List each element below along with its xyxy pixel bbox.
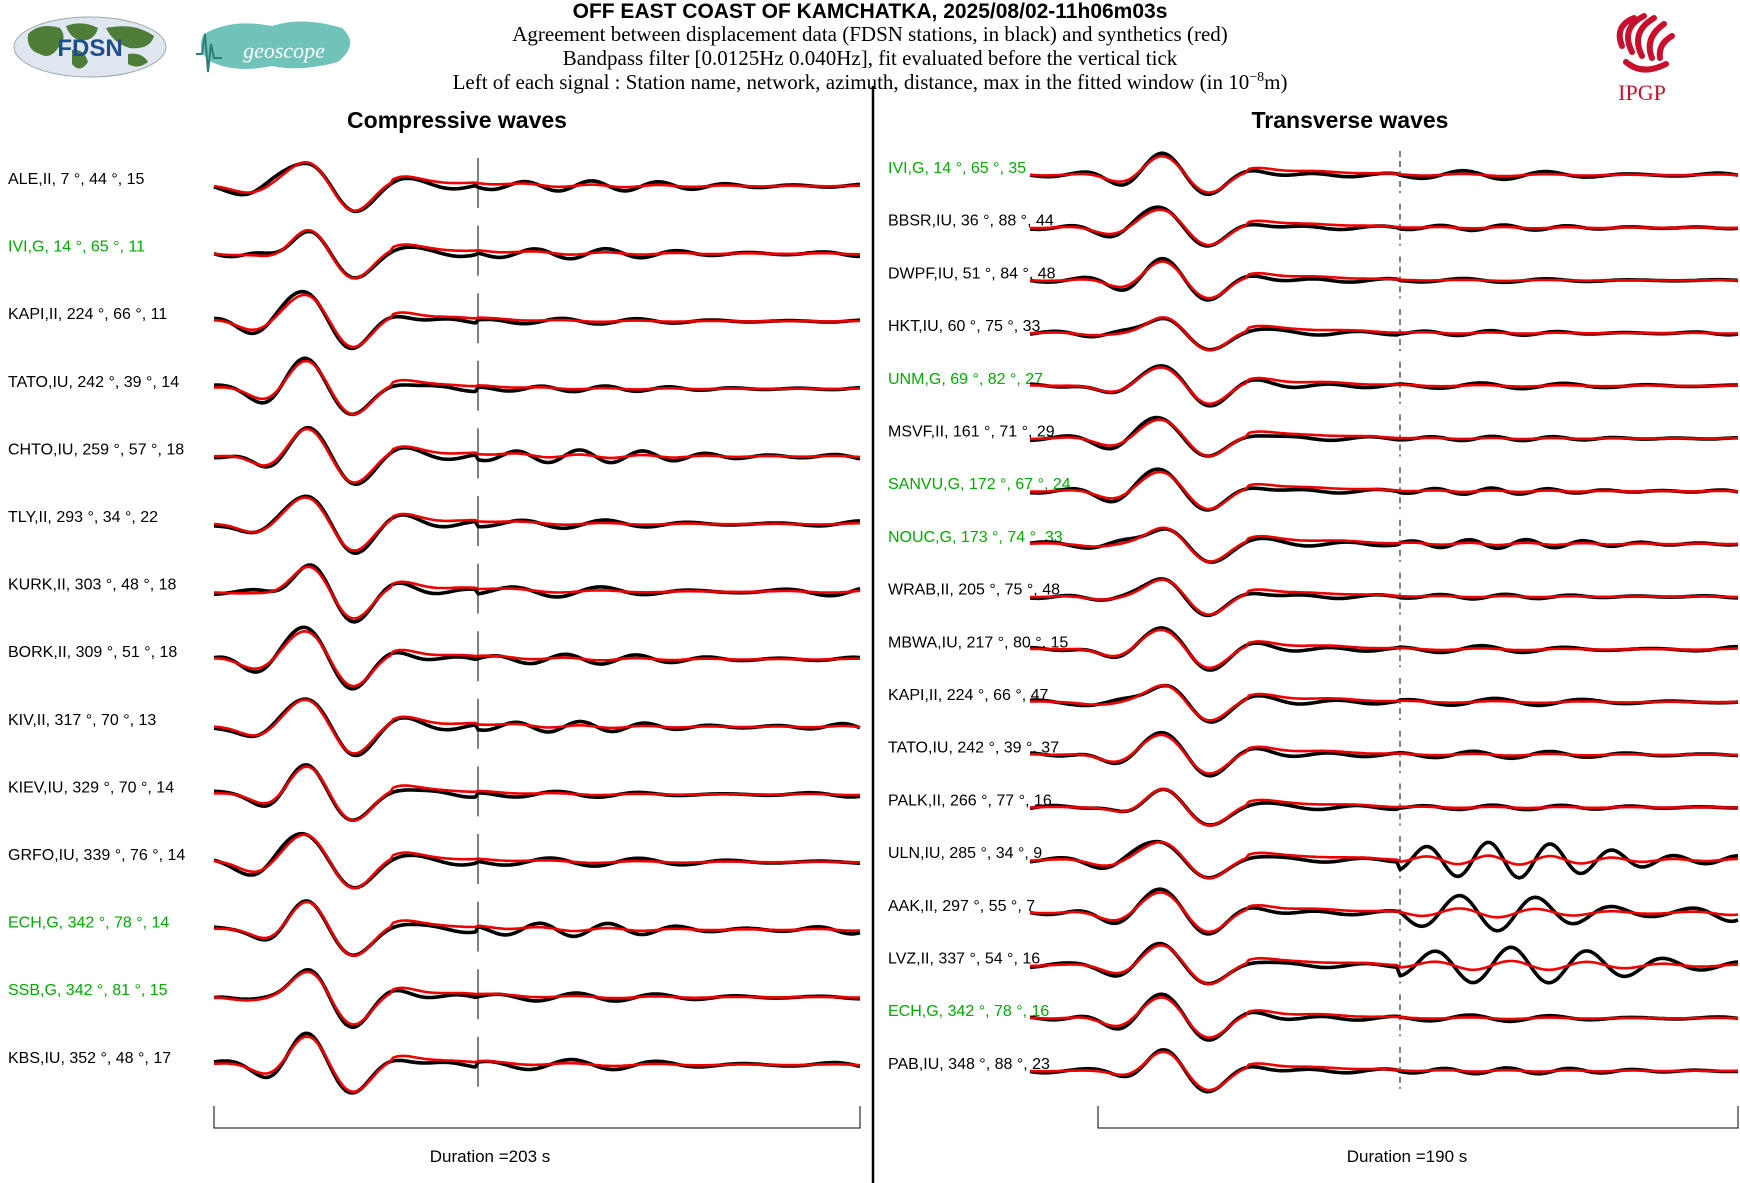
transverse-station-label: AAK,II, 297 °, 55 °, 7	[888, 898, 1035, 915]
transverse-station-label: ULN,IU, 285 °, 34 °, 9	[888, 845, 1042, 862]
transverse-synthetic-trace	[1029, 260, 1738, 300]
ipgp-logo: IPGP	[1616, 13, 1675, 105]
subtitle-line-1: Agreement between displacement data (FDS…	[512, 22, 1228, 46]
transverse-synthetic-trace	[1029, 316, 1739, 352]
compressive-station-label: ALE,II, 7 °, 44 °, 15	[8, 171, 145, 188]
compressive-data-trace	[213, 563, 861, 624]
compressive-synthetic-trace	[213, 970, 860, 1026]
transverse-data-trace	[1029, 527, 1739, 564]
transverse-synthetic-trace	[1029, 578, 1738, 616]
transverse-duration-bracket	[1097, 1106, 1739, 1129]
compressive-duration-label: Duration =203 s	[430, 1147, 551, 1166]
transverse-station-label: MBWA,IU, 217 °, 80 °, 15	[888, 634, 1068, 651]
ipgp-logo-text: IPGP	[1618, 80, 1666, 105]
transverse-synthetic-trace	[1029, 470, 1739, 511]
transverse-synthetic-trace	[1029, 787, 1738, 827]
transverse-synthetic-trace	[1029, 628, 1738, 670]
compressive-data-trace	[213, 1031, 861, 1095]
compressive-station-label: KIEV,IU, 329 °, 70 °, 14	[8, 779, 174, 796]
compressive-station-label: TLY,II, 293 °, 34 °, 22	[8, 509, 158, 526]
transverse-data-trace	[1029, 839, 1739, 880]
compressive-synthetic-trace	[213, 833, 860, 890]
transverse-station-label: ECH,G, 342 °, 78 °, 16	[888, 1003, 1049, 1020]
compressive-synthetic-trace	[214, 765, 861, 822]
transverse-station-label: BBSR,IU, 36 °, 88 °, 44	[888, 213, 1054, 230]
transverse-synthetic-trace	[1030, 943, 1739, 986]
transverse-synthetic-trace	[1030, 418, 1738, 458]
compressive-station-label: BORK,II, 309 °, 51 °, 18	[8, 644, 177, 661]
transverse-synthetic-trace	[1029, 840, 1739, 880]
transverse-data-trace	[1029, 683, 1739, 724]
compressive-synthetic-trace	[213, 161, 861, 213]
transverse-synthetic-trace	[1029, 996, 1739, 1039]
transverse-station-label: UNM,G, 69 °, 82 °, 27	[888, 371, 1043, 388]
transverse-synthetic-trace	[1030, 366, 1738, 406]
geoscope-logo: geoscope	[196, 21, 351, 73]
compressive-synthetic-trace	[213, 228, 860, 280]
subtitle-line-3: Left of each signal : Station name, netw…	[452, 70, 1288, 94]
transverse-station-label: DWPF,IU, 51 °, 84 °, 48	[888, 265, 1056, 282]
transverse-synthetic-trace	[1029, 891, 1739, 934]
transverse-station-label: NOUC,G, 173 °, 74 °, 33	[888, 529, 1063, 546]
compressive-station-label: GRFO,IU, 339 °, 76 °, 14	[8, 847, 185, 864]
compressive-station-label: IVI,G, 14 °, 65 °, 11	[8, 239, 145, 256]
transverse-duration-label: Duration =190 s	[1347, 1147, 1468, 1166]
compressive-panel-title: Compressive waves	[347, 107, 567, 133]
transverse-station-label: MSVF,II, 161 °, 71 °, 29	[888, 424, 1055, 441]
compressive-station-label: TATO,IU, 242 °, 39 °, 14	[8, 374, 179, 391]
compressive-station-label: SSB,G, 342 °, 81 °, 15	[8, 982, 168, 999]
transverse-station-label: SANVU,G, 172 °, 67 °, 24	[888, 476, 1071, 493]
compressive-synthetic-trace	[214, 900, 861, 958]
compressive-synthetic-trace	[213, 698, 861, 755]
compressive-duration-bracket	[213, 1106, 861, 1129]
compressive-station-label: ECH,G, 342 °, 78 °, 14	[8, 915, 169, 932]
transverse-synthetic-trace	[1029, 154, 1739, 194]
compressive-synthetic-trace	[213, 359, 861, 416]
fdsn-logo: FDSN	[13, 16, 167, 78]
transverse-station-label: IVI,G, 14 °, 65 °, 35	[888, 160, 1026, 177]
compressive-synthetic-trace	[213, 293, 861, 349]
geoscope-logo-text: geoscope	[243, 38, 325, 63]
compressive-station-label: KBS,IU, 352 °, 48 °, 17	[8, 1050, 171, 1067]
transverse-station-label: HKT,IU, 60 °, 75 °, 33	[888, 318, 1041, 335]
transverse-station-label: TATO,IU, 242 °, 39 °, 37	[888, 740, 1059, 757]
compressive-synthetic-trace	[213, 427, 861, 484]
transverse-synthetic-trace	[1029, 683, 1739, 722]
compressive-station-label: KURK,II, 303 °, 48 °, 18	[8, 577, 177, 594]
compressive-synthetic-trace	[214, 629, 861, 688]
subtitle-line-2: Bandpass filter [0.0125Hz 0.040Hz], fit …	[562, 46, 1178, 70]
transverse-station-label: LVZ,II, 337 °, 54 °, 16	[888, 951, 1040, 968]
transverse-station-label: PALK,II, 266 °, 77 °, 16	[888, 792, 1052, 809]
compressive-synthetic-trace	[213, 496, 860, 552]
transverse-synthetic-trace	[1030, 733, 1738, 775]
transverse-panel-title: Transverse waves	[1252, 107, 1449, 133]
transverse-synthetic-trace	[1029, 526, 1739, 564]
transverse-synthetic-trace	[1029, 1050, 1738, 1092]
transverse-station-label: KAPI,II, 224 °, 66 °, 47	[888, 687, 1049, 704]
compressive-station-label: CHTO,IU, 259 °, 57 °, 18	[8, 441, 184, 458]
compressive-synthetic-trace	[213, 565, 861, 620]
transverse-synthetic-trace	[1029, 208, 1738, 247]
fdsn-logo-text: FDSN	[57, 35, 122, 62]
compressive-synthetic-trace	[213, 1035, 861, 1093]
figure-title: OFF EAST COAST OF KAMCHATKA, 2025/08/02-…	[572, 0, 1168, 23]
transverse-station-label: WRAB,II, 205 °, 75 °, 48	[888, 582, 1060, 599]
compressive-station-label: KIV,II, 317 °, 70 °, 13	[8, 712, 156, 729]
compressive-station-label: KAPI,II, 224 °, 66 °, 11	[8, 306, 167, 323]
transverse-station-label: PAB,IU, 348 °, 88 °, 23	[888, 1056, 1050, 1073]
